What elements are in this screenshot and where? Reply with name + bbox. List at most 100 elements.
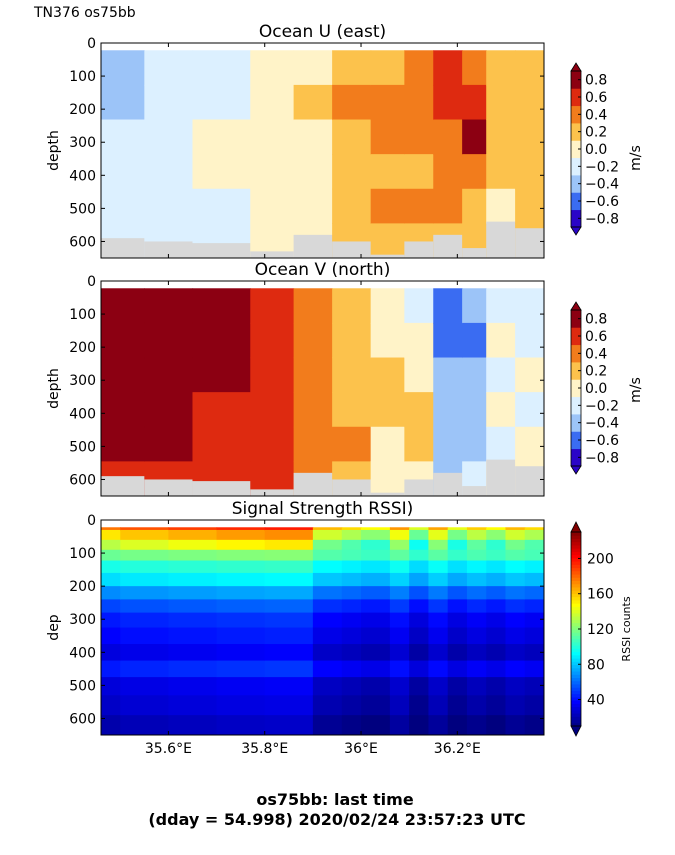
heatmap-cell (389, 627, 410, 645)
colorbar-segment (571, 674, 581, 678)
heatmap-cell (250, 392, 295, 428)
heatmap-cell (486, 357, 516, 393)
colorbar-segment (571, 362, 581, 380)
bottom-mask (486, 221, 516, 258)
heatmap-cell (332, 154, 372, 190)
heatmap-cell (409, 527, 430, 531)
heatmap-cell (264, 677, 314, 696)
heatmap-cell (466, 677, 487, 696)
heatmap-cell (293, 84, 333, 121)
heatmap-cell (341, 695, 362, 716)
heatmap-cell (486, 660, 507, 678)
heatmap-cell (370, 392, 405, 428)
plot-area (101, 281, 544, 496)
heatmap-cell (264, 586, 314, 600)
heatmap-cell (505, 677, 526, 696)
heatmap-cell (447, 660, 468, 678)
heatmap-cell (462, 392, 487, 428)
heatmap-cell (486, 715, 507, 735)
heatmap-cell (332, 119, 372, 155)
heatmap-cell (250, 357, 295, 393)
heatmap-cell (361, 695, 391, 716)
heatmap-cell (486, 586, 507, 600)
heatmap-cell (466, 539, 487, 551)
bottom-mask (486, 459, 516, 496)
heatmap-cell (466, 599, 487, 614)
colorbar-label: RSSI counts (620, 596, 633, 661)
colorbar-extend-bottom (570, 725, 582, 737)
colorbar-segment (571, 570, 581, 575)
heatmap-cell (192, 392, 251, 428)
heatmap-cell (524, 560, 544, 574)
heatmap-cell (505, 560, 526, 574)
y-tick-label: 500 (69, 439, 96, 455)
heatmap-cell (192, 119, 251, 155)
heatmap-cell (433, 322, 463, 359)
heatmap-cell (264, 627, 314, 645)
heatmap-cell (312, 677, 343, 696)
colorbar-segment (571, 683, 581, 688)
heatmap-cell (404, 188, 434, 224)
colorbar-tick-label: 0.2 (585, 125, 607, 141)
heatmap-cell (101, 586, 121, 600)
heatmap-cell (486, 549, 507, 562)
heatmap-cell (505, 660, 526, 678)
heatmap-cell (192, 188, 251, 224)
heatmap-cell (361, 572, 391, 587)
colorbar-segment (571, 431, 581, 450)
heatmap-cell (466, 586, 487, 600)
heatmap-cell (433, 154, 463, 190)
heatmap-cell (101, 119, 145, 155)
heatmap-cell (264, 549, 314, 562)
heatmap-cell (216, 529, 266, 541)
colorbar-tick-label: 160 (587, 587, 614, 603)
heatmap-cell (524, 549, 544, 562)
heatmap-cell (264, 660, 314, 678)
heatmap-cell (515, 288, 544, 324)
heatmap-cell (332, 426, 372, 462)
heatmap-cell (515, 50, 544, 86)
colorbar-segment (571, 696, 581, 701)
colorbar-label: m/s (628, 145, 644, 171)
heatmap-cell (101, 560, 121, 574)
heatmap-cell (120, 627, 170, 645)
y-tick-label: 400 (69, 168, 96, 184)
heatmap-cell (524, 572, 544, 587)
heatmap-cell (341, 644, 362, 662)
heatmap-cell (409, 572, 430, 587)
colorbar-tick-label: 0.4 (585, 107, 607, 123)
heatmap-cell (370, 50, 405, 86)
heatmap-cell (293, 392, 333, 428)
heatmap-cell (264, 529, 314, 541)
heatmap-cell (409, 715, 430, 735)
footer-title: os75bb: last time (256, 790, 413, 809)
heatmap-cell (462, 154, 487, 190)
heatmap-cell (370, 322, 405, 359)
heatmap-cell (409, 627, 430, 645)
heatmap-cell (168, 715, 218, 735)
heatmap-cell (447, 599, 468, 614)
heatmap-cell (216, 627, 266, 645)
colorbar-segment (571, 606, 581, 611)
heatmap-cell (101, 627, 121, 645)
heatmap-cell (466, 644, 487, 662)
colorbar-segment (571, 577, 581, 581)
colorbar-segment (571, 635, 581, 640)
heatmap-cell (409, 529, 430, 541)
heatmap-cell (389, 599, 410, 614)
heatmap-cell (341, 715, 362, 735)
y-tick-label: 500 (69, 201, 96, 217)
panel-1: 0 100 200 300 400 500 600 Ocean U (east) depth 0.… (46, 22, 644, 259)
colorbar-tick-label: −0.6 (585, 433, 619, 449)
heatmap-cell (332, 50, 372, 86)
heatmap-cell (341, 660, 362, 678)
heatmap-cell (168, 529, 218, 541)
heatmap-cell (144, 426, 194, 462)
heatmap-cell (250, 426, 295, 462)
colorbar-tick-label: −0.8 (585, 211, 619, 227)
heatmap-cell (433, 288, 463, 324)
colorbar-segment (571, 722, 581, 727)
heatmap-cell (466, 695, 487, 716)
bottom-mask (192, 243, 251, 258)
heatmap-cell (168, 586, 218, 600)
